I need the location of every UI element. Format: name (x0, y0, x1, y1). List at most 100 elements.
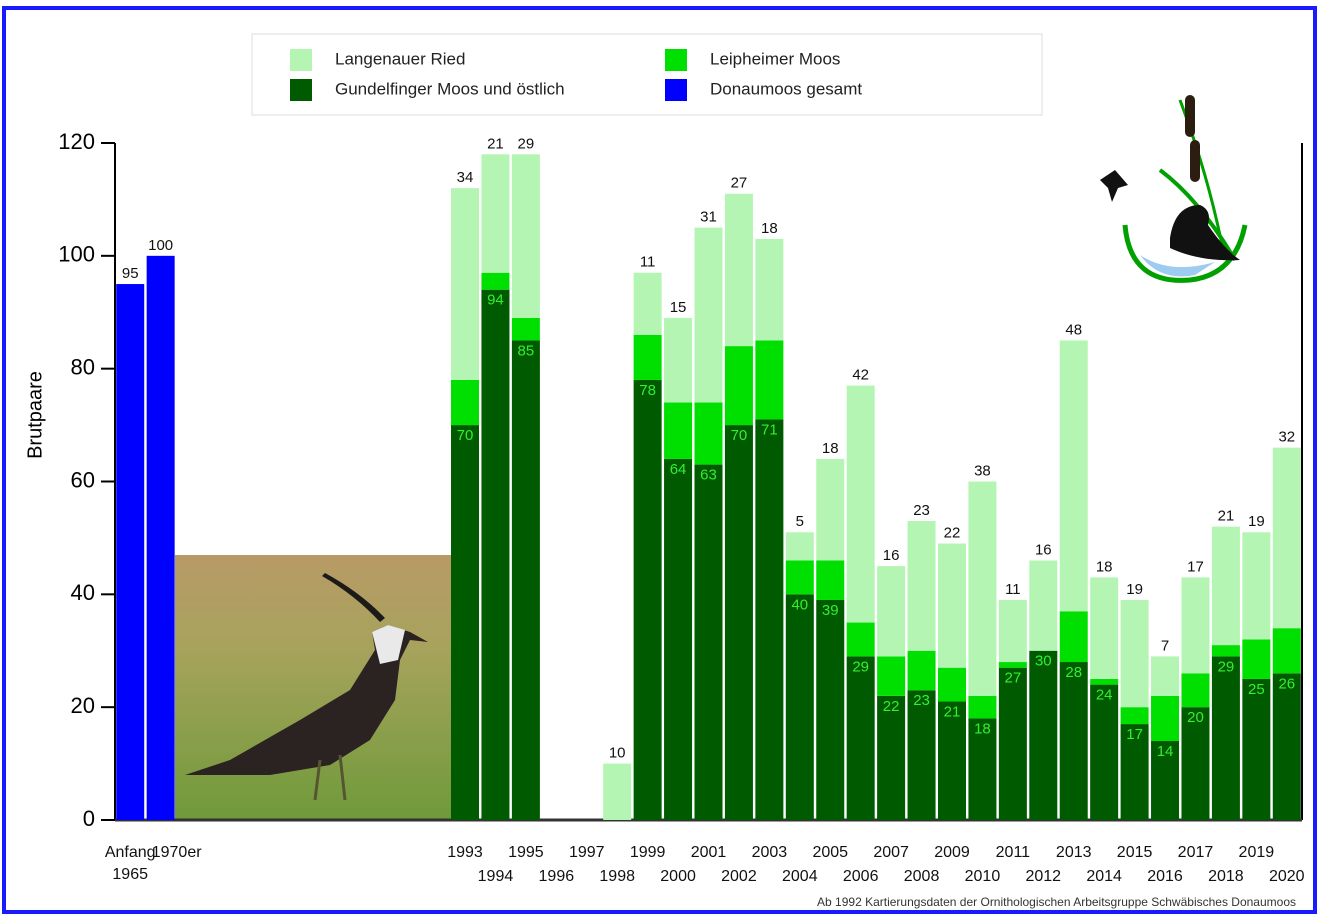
bar-segment (1060, 611, 1088, 662)
data-label: 19 (1126, 581, 1143, 598)
chart: Brutpaare Ab 1992 Kartierungsdaten der O… (0, 0, 1320, 917)
bar-segment (451, 425, 479, 820)
y-tick-label: 40 (71, 580, 95, 605)
bar-segment (1212, 656, 1240, 820)
y-axis-label: Brutpaare (24, 371, 46, 459)
data-label: 95 (122, 265, 139, 282)
x-tick-label: 2003 (737, 842, 801, 864)
bar-segment (1242, 639, 1270, 678)
data-label: 38 (974, 462, 991, 479)
x-tick-label: 1998 (585, 866, 649, 888)
data-label: 17 (1126, 726, 1143, 743)
data-label: 94 (487, 292, 504, 309)
x-tick-label: 2002 (707, 866, 771, 888)
source-note: Ab 1992 Kartierungsdaten der Ornithologi… (817, 895, 1296, 909)
bar-segment (1060, 662, 1088, 820)
data-label: 78 (639, 382, 656, 399)
x-tick-label: 2015 (1103, 842, 1167, 864)
data-label: 29 (518, 135, 535, 152)
x-tick-label: 1997 (555, 842, 619, 864)
x-tick-label: 2019 (1224, 842, 1288, 864)
legend-label: Leipheimer Moos (710, 49, 840, 68)
bar-segment (451, 380, 479, 425)
x-tick-label: 2014 (1072, 866, 1136, 888)
bar-segment (908, 690, 936, 820)
bar-segment (999, 662, 1027, 668)
data-label: 48 (1065, 321, 1082, 338)
x-tick-label: 2010 (950, 866, 1014, 888)
x-tick-label: 2013 (1042, 842, 1106, 864)
data-label: 18 (974, 720, 991, 737)
data-label: 39 (822, 602, 839, 619)
legend-swatch (290, 49, 312, 71)
bar-segment (908, 651, 936, 690)
bar-segment (1151, 656, 1179, 695)
x-tick-label: 2016 (1133, 866, 1197, 888)
data-label: 14 (1157, 743, 1174, 760)
bar-segment (908, 521, 936, 651)
data-label: 11 (1005, 581, 1021, 598)
lapwing-photo (175, 555, 452, 820)
legend-label: Langenauer Ried (335, 49, 465, 68)
data-label: 21 (944, 703, 961, 720)
bar-segment (786, 594, 814, 820)
data-label: 40 (791, 596, 808, 613)
data-label: 20 (1187, 709, 1204, 726)
data-label: 70 (731, 427, 748, 444)
bar-segment (999, 668, 1027, 820)
bar-segment (1121, 600, 1149, 707)
bar-segment (1029, 560, 1057, 650)
logo (1100, 95, 1245, 280)
data-label: 71 (761, 421, 778, 438)
bar-segment (1181, 673, 1209, 707)
bar-segment (1181, 577, 1209, 673)
bar-segment (512, 340, 540, 820)
x-tick-label: 1995 (494, 842, 558, 864)
bar-segment (147, 256, 175, 820)
bar-segment (664, 403, 692, 459)
bar-segment (1273, 628, 1301, 673)
legend-label: Donaumoos gesamt (710, 79, 862, 98)
page: Brutpaare Ab 1992 Kartierungsdaten der O… (0, 0, 1320, 917)
data-label: 16 (1035, 541, 1052, 558)
data-label: 85 (518, 342, 535, 359)
bar-segment (816, 560, 844, 599)
bar-segment (694, 465, 722, 820)
bar-segment (694, 228, 722, 403)
bar-segment (481, 290, 509, 820)
data-label: 26 (1278, 675, 1295, 692)
data-label: 24 (1096, 687, 1113, 704)
bar-segment (877, 656, 905, 695)
x-tick-label: 1999 (616, 842, 680, 864)
x-tick-label: 2017 (1163, 842, 1227, 864)
legend-label: Gundelfinger Moos und östlich (335, 79, 565, 98)
data-label: 30 (1035, 653, 1052, 670)
bar-segment (634, 380, 662, 820)
x-tick-label: 2000 (646, 866, 710, 888)
bar-segment (1121, 707, 1149, 724)
data-label: 28 (1065, 664, 1082, 681)
bar-segment (512, 154, 540, 318)
bar-segment (755, 340, 783, 419)
y-tick-label: 20 (71, 693, 95, 718)
legend-swatch (665, 49, 687, 71)
bar-segment (694, 403, 722, 465)
y-tick-label: 0 (83, 806, 95, 831)
data-label: 34 (457, 169, 474, 186)
data-label: 31 (700, 209, 717, 226)
bar-segment (664, 459, 692, 820)
data-label: 42 (852, 367, 869, 384)
bar-segment (1090, 577, 1118, 679)
bar-segment (1273, 448, 1301, 629)
x-tick-label: 2001 (677, 842, 741, 864)
x-tick-label: 2008 (890, 866, 954, 888)
data-label: 29 (852, 658, 869, 675)
bar-segment (816, 600, 844, 820)
bar-segment (725, 346, 753, 425)
data-label: 25 (1248, 681, 1265, 698)
bar-segment (481, 273, 509, 290)
x-tick-label: 1970er (145, 842, 209, 864)
bar-segment (1090, 685, 1118, 820)
data-label: 63 (700, 467, 717, 484)
bar-segment (634, 273, 662, 335)
